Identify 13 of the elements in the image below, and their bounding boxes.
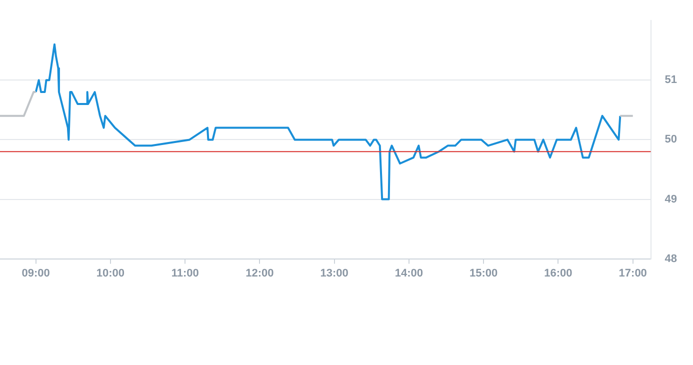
x-tick-label: 14:00: [394, 267, 424, 280]
x-tick-label: 17:00: [618, 267, 647, 280]
x-tick-label: 15:00: [470, 267, 498, 280]
x-tick-label: 13:00: [320, 267, 348, 280]
x-tick-label: 10:00: [96, 267, 125, 280]
y-tick-label: 48: [664, 252, 678, 265]
x-tick-label: 16:00: [544, 267, 572, 280]
x-tick-label: 12:00: [246, 267, 274, 280]
y-tick-label: 50: [664, 134, 678, 146]
x-tick-label: 11:00: [171, 267, 199, 280]
y-tick-label: 49: [664, 193, 678, 206]
x-tick-label: 09:00: [22, 267, 50, 280]
y-tick-label: 51: [664, 74, 678, 86]
